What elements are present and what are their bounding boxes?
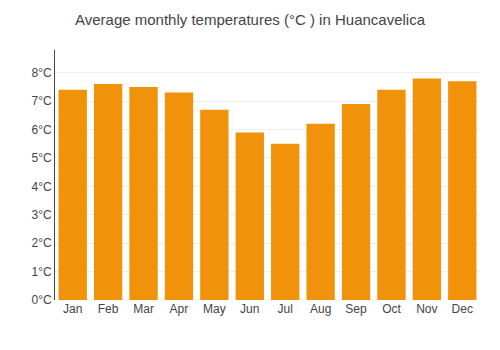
svg-text:Oct: Oct: [382, 302, 401, 316]
svg-text:Sep: Sep: [345, 302, 367, 316]
svg-text:May: May: [203, 302, 226, 316]
svg-text:Apr: Apr: [170, 302, 189, 316]
svg-text:Aug: Aug: [310, 302, 331, 316]
svg-text:2°C: 2°C: [31, 236, 51, 250]
svg-text:Feb: Feb: [98, 302, 119, 316]
svg-text:Dec: Dec: [452, 302, 473, 316]
svg-text:0°C: 0°C: [31, 293, 51, 307]
svg-text:Mar: Mar: [133, 302, 154, 316]
svg-text:6°C: 6°C: [31, 123, 51, 137]
svg-text:7°C: 7°C: [31, 94, 51, 108]
svg-text:3°C: 3°C: [31, 208, 51, 222]
svg-text:Nov: Nov: [416, 302, 437, 316]
svg-text:Jan: Jan: [63, 302, 82, 316]
svg-text:Jun: Jun: [240, 302, 259, 316]
svg-text:Average monthly temperatures (: Average monthly temperatures (°C ) in Hu…: [75, 11, 426, 28]
svg-text:1°C: 1°C: [31, 265, 51, 279]
svg-text:Jul: Jul: [278, 302, 293, 316]
svg-text:8°C: 8°C: [31, 66, 51, 80]
svg-text:4°C: 4°C: [31, 180, 51, 194]
svg-text:5°C: 5°C: [31, 151, 51, 165]
